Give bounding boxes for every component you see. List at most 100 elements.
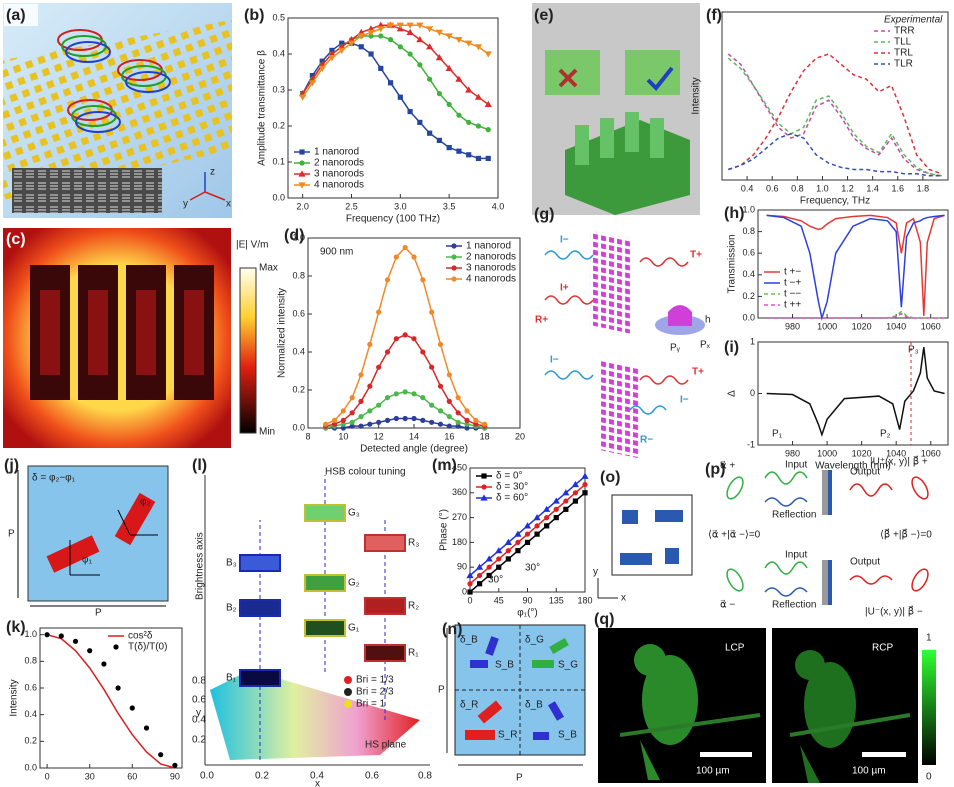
- dim-label: Pᵧ: [670, 343, 681, 354]
- marker: [447, 145, 452, 150]
- marker: [398, 44, 403, 49]
- y-tick-label: 0.5: [272, 12, 285, 22]
- series-line: [728, 54, 941, 176]
- cell-label: δ_B: [460, 635, 478, 646]
- y-tick-label: 0.4: [292, 346, 305, 356]
- x-tick-label: 30: [85, 771, 95, 781]
- marker: [420, 418, 425, 423]
- marker: [367, 342, 372, 347]
- panel-l: HSB colour tuning Brightness axis B₃B₂B₁…: [192, 457, 432, 787]
- legend-label: TRL: [894, 48, 913, 59]
- y-tick-label: 0.4: [742, 269, 755, 279]
- marker: [116, 685, 121, 690]
- metasurface: [822, 470, 828, 515]
- panel-label: (q): [594, 611, 614, 628]
- marker: [582, 490, 587, 495]
- colorbar: [240, 268, 256, 433]
- legend-label: t +−: [784, 267, 801, 278]
- x-tick-label: 1020: [852, 321, 872, 331]
- marker: [464, 408, 469, 413]
- y-tick-label: 0.4: [24, 709, 37, 719]
- axes-glyph: [598, 578, 618, 598]
- legend-label: T(δ)/T(0): [128, 642, 167, 653]
- beam-label: R−: [640, 435, 653, 446]
- y-tick-label: 1.0: [292, 232, 305, 242]
- legend-label: TRR: [894, 26, 915, 37]
- marker: [466, 152, 471, 157]
- marker: [411, 254, 416, 259]
- cell-label: δ_G: [525, 635, 544, 646]
- marker: [506, 556, 511, 561]
- marker: [130, 705, 135, 710]
- marker: [388, 80, 393, 85]
- series-line: [326, 392, 485, 428]
- annotation: P₁: [772, 429, 783, 440]
- marker: [403, 332, 408, 337]
- series-line: [303, 25, 489, 97]
- marker: [376, 403, 381, 408]
- state: |U⁻(x, y)| β⃗ −: [865, 605, 923, 618]
- x-tick-label: 1.6: [892, 183, 905, 193]
- marker: [358, 414, 363, 419]
- marker: [456, 395, 461, 400]
- marker: [87, 648, 92, 653]
- marker: [464, 418, 469, 423]
- x-tick-label: 0: [45, 771, 50, 781]
- marker: [358, 399, 363, 404]
- panel-a: z y x (a): [3, 3, 232, 218]
- colorbar: [922, 650, 936, 765]
- panel-o: y x (o): [593, 469, 692, 603]
- input-label: Input: [785, 460, 807, 471]
- legend-label: 4 nanorods: [466, 274, 516, 285]
- marker: [376, 420, 381, 425]
- marker: [420, 395, 425, 400]
- axis-z: z: [210, 167, 215, 178]
- scale-bar: [862, 752, 906, 757]
- x-tick-label: 16: [444, 431, 454, 441]
- panel-label: (j): [4, 457, 19, 474]
- swatch-label: R₂: [408, 601, 419, 612]
- x-tick-label: 90: [170, 771, 180, 781]
- y-tick-label: 0.0: [742, 312, 755, 322]
- legend-marker: [451, 265, 456, 270]
- state: ⟨α⃗ +|α⃗ −⟩=0: [708, 530, 761, 541]
- marker: [394, 416, 399, 421]
- series-line: [47, 635, 175, 768]
- x-tick-label: 90: [522, 595, 532, 605]
- legend-marker: [451, 276, 456, 281]
- panel-q: 1 0 LCP RCP 100 µm 100 µm (q): [594, 611, 936, 783]
- y-tick-label: 0.2: [742, 291, 755, 301]
- x-tick-label: 0.6: [766, 183, 779, 193]
- legend-marker: [344, 676, 352, 684]
- y-tick: 0.6: [192, 695, 206, 706]
- y-axis-label: Intensity: [9, 679, 20, 716]
- metasurface: [822, 560, 828, 605]
- beam-label: T+: [690, 250, 702, 261]
- scale-label: 100 µm: [852, 766, 886, 777]
- annotation: 30°: [525, 563, 540, 574]
- marker: [496, 565, 501, 570]
- legend-marker: [481, 484, 486, 489]
- x-tick-label: 20: [515, 431, 525, 441]
- swatch-label: R₁: [408, 648, 419, 659]
- marker: [388, 37, 393, 42]
- marker: [411, 336, 416, 341]
- reflection-label: Reflection: [772, 510, 816, 521]
- beam-label: I+: [560, 283, 569, 294]
- marker: [482, 422, 487, 427]
- marker: [350, 420, 355, 425]
- marker: [417, 62, 422, 67]
- plane-label: HS plane: [365, 740, 407, 751]
- metasurface: [590, 230, 630, 334]
- x-tick-label: 1000: [817, 321, 837, 331]
- marker: [456, 113, 461, 118]
- x-axis-label: Wavelength (nm): [815, 461, 891, 472]
- marker: [299, 95, 306, 101]
- state: ⟨β⃗ +|β⃗ −⟩=0: [880, 528, 932, 541]
- y-tick-label: 0.8: [742, 226, 755, 236]
- marker: [323, 422, 328, 427]
- x-tick-label: 1000: [817, 448, 837, 458]
- marker: [429, 310, 434, 315]
- colorbar-min: 0: [926, 772, 932, 783]
- marker: [467, 581, 472, 586]
